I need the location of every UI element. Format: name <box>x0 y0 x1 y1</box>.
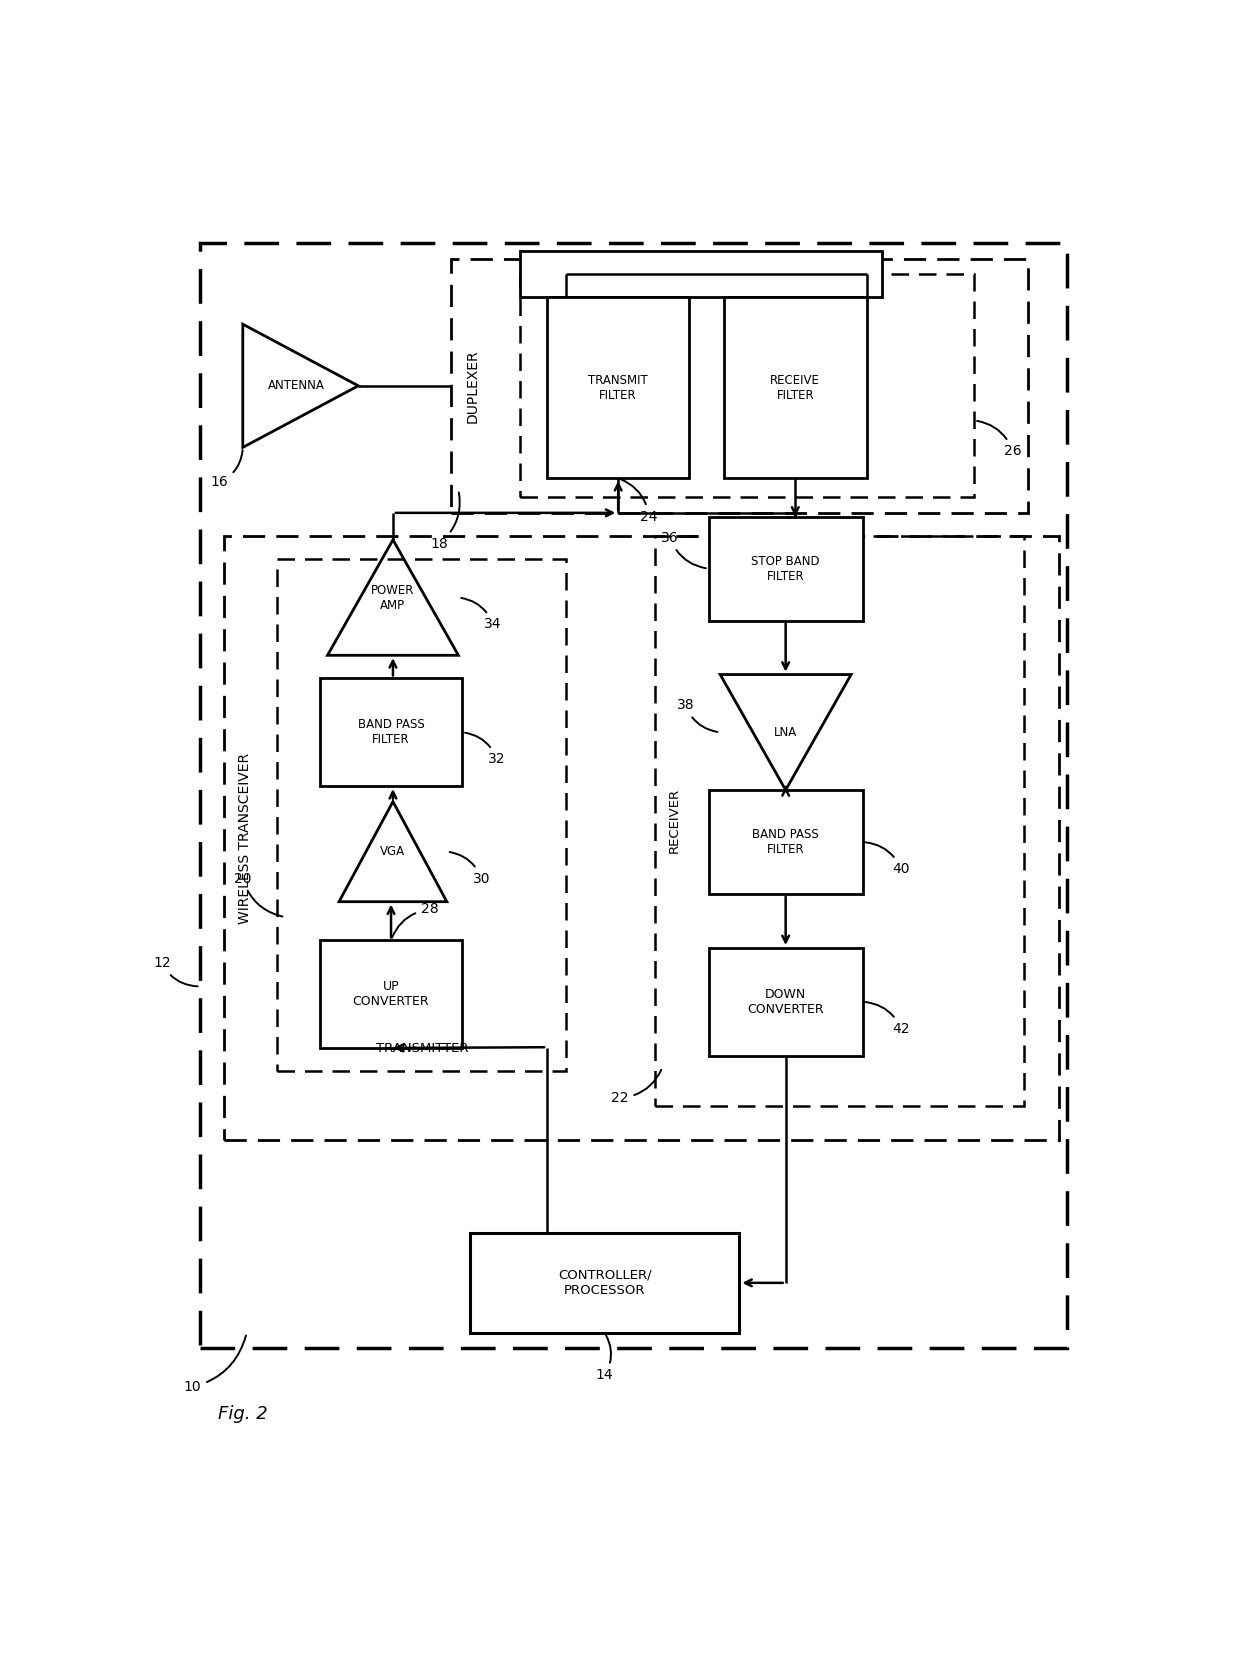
Text: 22: 22 <box>611 1070 661 1106</box>
Text: VGA: VGA <box>381 846 405 858</box>
Text: DUPLEXER: DUPLEXER <box>465 348 479 422</box>
Text: STOP BAND
FILTER: STOP BAND FILTER <box>751 554 820 583</box>
Text: 14: 14 <box>596 1335 614 1382</box>
Text: 10: 10 <box>184 1335 246 1394</box>
Text: BAND PASS
FILTER: BAND PASS FILTER <box>753 827 820 856</box>
Bar <box>708 948 863 1055</box>
Bar <box>708 516 863 621</box>
Text: 38: 38 <box>677 698 718 732</box>
Bar <box>223 536 1059 1141</box>
Text: POWER
AMP: POWER AMP <box>371 583 414 611</box>
Text: 12: 12 <box>153 956 197 987</box>
Text: UP
CONVERTER: UP CONVERTER <box>352 980 429 1008</box>
Text: RECEIVE
FILTER: RECEIVE FILTER <box>770 374 820 402</box>
Bar <box>724 296 867 477</box>
Text: 16: 16 <box>211 451 243 489</box>
Text: 32: 32 <box>465 732 506 765</box>
Text: 36: 36 <box>661 531 706 568</box>
Text: 30: 30 <box>450 853 490 886</box>
Text: WIRELESS TRANSCEIVER: WIRELESS TRANSCEIVER <box>238 752 252 923</box>
Text: 28: 28 <box>392 903 438 938</box>
Bar <box>450 258 1028 513</box>
Bar <box>201 243 1066 1348</box>
Text: CONTROLLER/
PROCESSOR: CONTROLLER/ PROCESSOR <box>558 1270 651 1296</box>
Bar <box>470 1233 739 1333</box>
Bar <box>320 678 463 786</box>
Text: TRANSMITTER: TRANSMITTER <box>376 1042 467 1055</box>
Bar <box>520 275 975 497</box>
Text: LNA: LNA <box>774 725 797 739</box>
Bar <box>520 251 882 296</box>
Text: Fig. 2: Fig. 2 <box>218 1405 268 1422</box>
Text: 34: 34 <box>461 598 502 631</box>
Bar <box>547 296 689 477</box>
Text: 26: 26 <box>977 420 1022 459</box>
Text: 40: 40 <box>866 843 910 876</box>
Text: TRANSMIT
FILTER: TRANSMIT FILTER <box>588 374 649 402</box>
Bar <box>320 940 463 1049</box>
Text: DOWN
CONVERTER: DOWN CONVERTER <box>748 988 823 1015</box>
Text: RECEIVER: RECEIVER <box>667 789 681 854</box>
Text: BAND PASS
FILTER: BAND PASS FILTER <box>357 719 424 747</box>
Bar <box>278 559 567 1070</box>
Text: 20: 20 <box>234 871 283 916</box>
Text: 42: 42 <box>866 1002 910 1035</box>
Text: ANTENNA: ANTENNA <box>268 379 325 392</box>
Bar <box>708 791 863 894</box>
Text: 24: 24 <box>621 479 657 524</box>
Bar <box>655 536 1024 1106</box>
Text: 18: 18 <box>430 492 460 551</box>
